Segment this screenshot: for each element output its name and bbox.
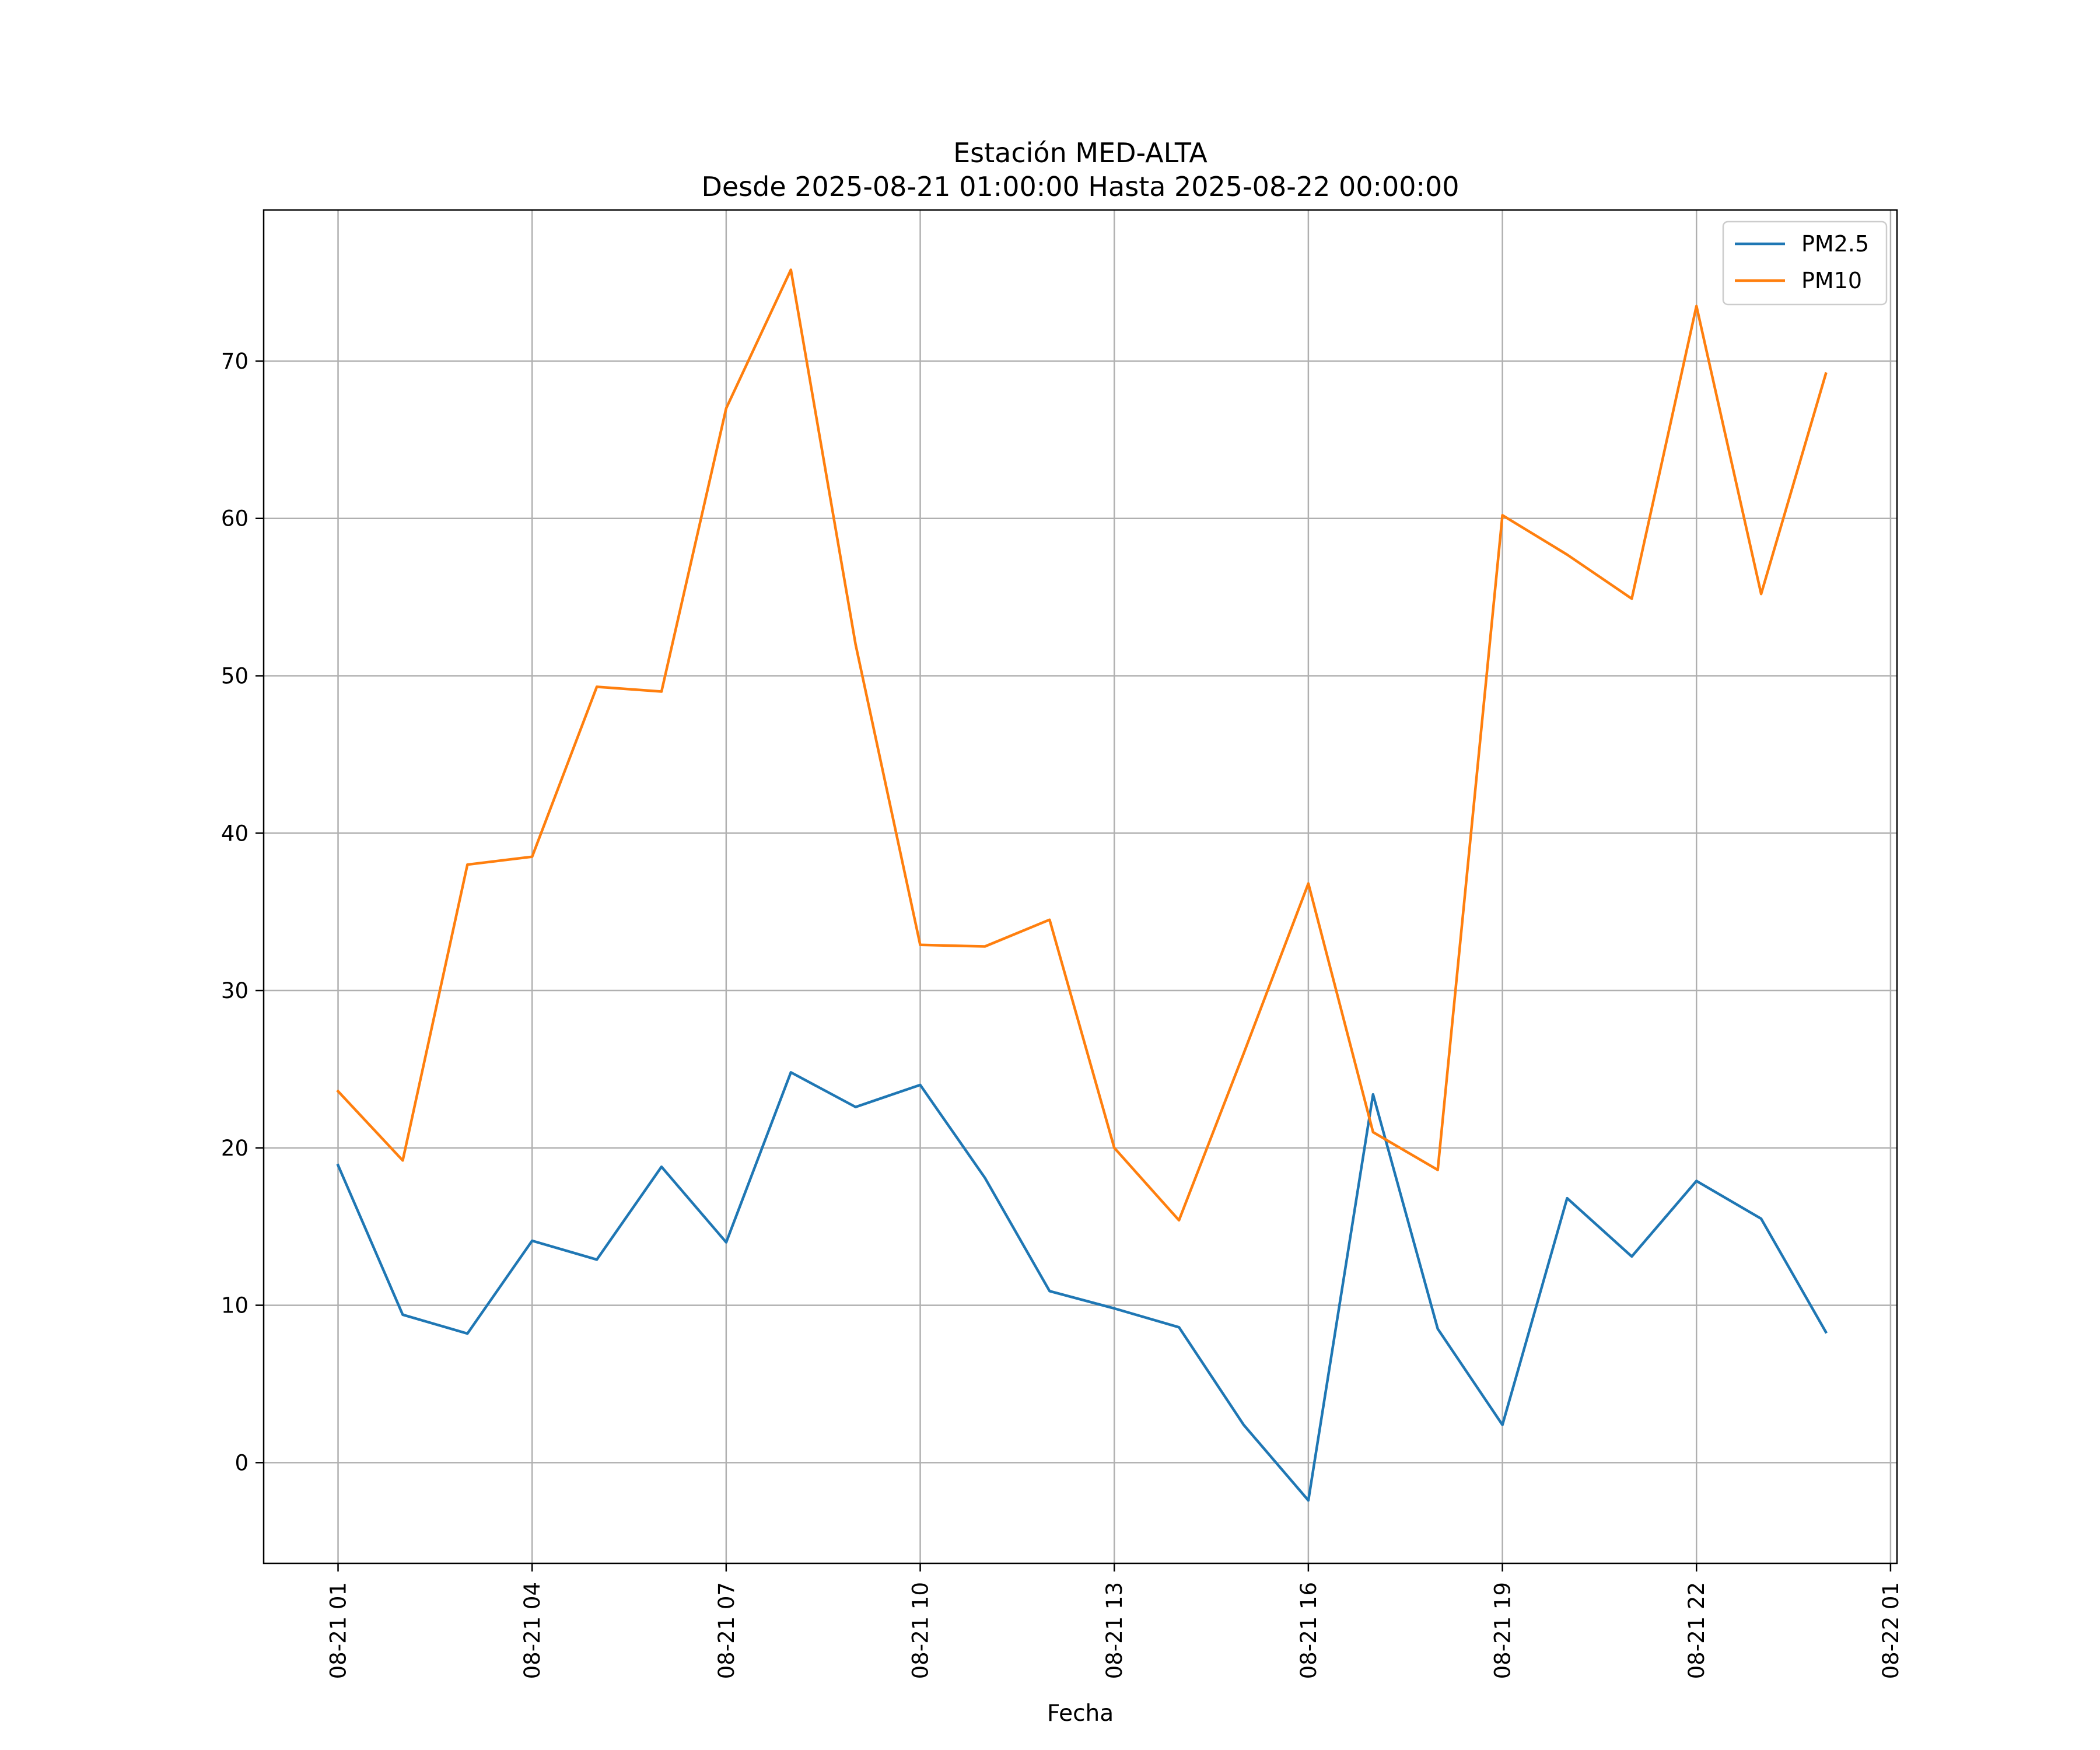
- axis-ticks: 08-21 01 08-21 04 08-21 07 08-21 10 08-21 13…: [221, 349, 1903, 1679]
- y-tick-label: 50: [221, 664, 249, 689]
- y-tick-label: 70: [221, 349, 249, 374]
- y-tick-label: 40: [221, 821, 249, 846]
- y-tick-label: 30: [221, 978, 249, 1003]
- x-tick-label: 08-21 16: [1296, 1582, 1321, 1679]
- y-tick-label: 0: [235, 1450, 249, 1475]
- y-tick-label: 10: [221, 1293, 249, 1318]
- x-tick-label: 08-22 01: [1878, 1582, 1903, 1679]
- x-tick-label: 08-21 13: [1102, 1582, 1127, 1679]
- legend-box: [1722, 220, 1888, 306]
- legend-label-pm25: PM2.5: [1801, 231, 1869, 257]
- x-axis-label: Fecha: [1047, 1700, 1114, 1727]
- legend-label-pm10: PM10: [1801, 268, 1862, 293]
- y-tick-label: 60: [221, 506, 249, 531]
- x-tick-label: 08-21 07: [714, 1582, 739, 1679]
- plot-frame: [262, 209, 1898, 1564]
- legend: PM2.5 PM10: [1722, 220, 1888, 306]
- x-tick-label: 08-21 10: [908, 1582, 933, 1679]
- chart-title-line-1: Estación MED-ALTA: [953, 137, 1208, 169]
- series-line-pm25: [336, 1071, 1828, 1502]
- chart-title-line-2: Desde 2025-08-21 01:00:00 Hasta 2025-08-…: [701, 171, 1459, 202]
- grid: [264, 210, 1897, 1563]
- x-tick-label: 08-21 19: [1490, 1582, 1516, 1679]
- y-tick-label: 20: [221, 1136, 249, 1161]
- plot-series: [336, 268, 1828, 1502]
- series-line-pm10: [336, 268, 1828, 1222]
- x-tick-label: 08-21 22: [1684, 1582, 1709, 1679]
- x-tick-label: 08-21 01: [326, 1582, 351, 1679]
- x-tick-label: 08-21 04: [520, 1582, 545, 1679]
